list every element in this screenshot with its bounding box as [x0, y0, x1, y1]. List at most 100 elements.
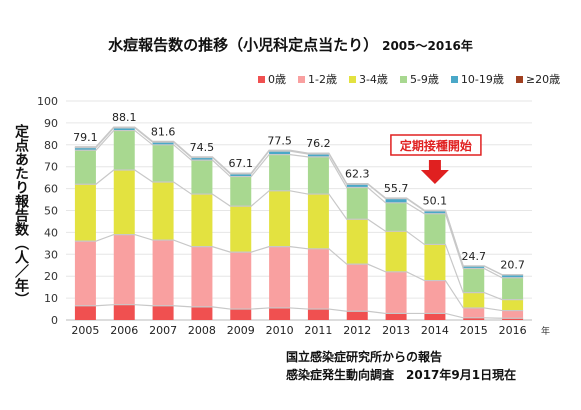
- x-tick-label: 2011: [304, 324, 332, 337]
- series-line: [74, 129, 524, 279]
- bar-segment: [152, 182, 174, 241]
- total-label: 76.2: [306, 137, 331, 150]
- source-line-2: 感染症発生動向調査 2017年9月1日現在: [286, 368, 517, 382]
- legend-label: ≥20歳: [525, 73, 561, 86]
- y-tick-label: 80: [44, 139, 58, 152]
- bar-segment: [191, 194, 213, 247]
- bar-segment: [424, 213, 446, 245]
- bar-segment: [269, 190, 291, 247]
- total-label: 77.5: [267, 134, 292, 147]
- legend-item: 1-2歳: [298, 71, 337, 87]
- bar-segment: [502, 299, 524, 311]
- bar-segment: [346, 187, 368, 220]
- bar-segment: [191, 306, 213, 320]
- chart-title-main: 水痘報告数の推移（小児科定点当たり）: [108, 36, 379, 54]
- bar-segment: [230, 206, 252, 253]
- annotation-box: [390, 134, 482, 156]
- stacked-bar-chart: 0 10 20 30 40 50 60 70 80 90 100 79.1 88.1 81.6 74.5 67…: [37, 95, 550, 337]
- y-tick-label: 10: [44, 292, 58, 305]
- total-label: 67.1: [229, 157, 254, 170]
- series-line: [74, 126, 524, 276]
- annotation-arrow: [420, 160, 449, 184]
- bar-segment: [463, 268, 485, 293]
- legend-label: 1-2歳: [308, 73, 337, 86]
- bar-segment: [346, 311, 368, 320]
- y-tick-label: 60: [44, 183, 58, 196]
- bar-segment: [502, 318, 524, 320]
- legend-label: 3-4歳: [358, 73, 388, 86]
- x-tick-label: 2005: [71, 324, 99, 337]
- chart-title: 水痘報告数の推移（小児科定点当たり） 2005～2016年: [0, 34, 581, 55]
- total-label: 74.5: [190, 141, 215, 154]
- bar-segment: [385, 231, 407, 272]
- x-tick-label: 2016: [499, 324, 527, 337]
- series-line: [74, 169, 524, 301]
- legend-item: ≥20歳: [515, 71, 561, 87]
- bar-segment: [307, 248, 329, 310]
- legend-swatch: [515, 75, 523, 83]
- total-label: 88.1: [112, 111, 137, 124]
- bar-segment: [424, 313, 446, 320]
- x-tick-label: 2013: [382, 324, 410, 337]
- bar-segment: [74, 147, 96, 151]
- source-note: 国立感染症研究所からの報告 感染症発生動向調査 2017年9月1日現在: [286, 348, 516, 384]
- bar-segment: [191, 246, 213, 307]
- bar-segment: [463, 307, 485, 318]
- y-tick-label: 0: [51, 314, 58, 327]
- legend-item: 10-19歳: [450, 71, 504, 87]
- series-line: [74, 233, 524, 312]
- y-tick-label: 100: [37, 95, 58, 108]
- legend-swatch: [348, 75, 356, 83]
- x-tick-label: 2009: [227, 324, 255, 337]
- bar-segment: [502, 310, 524, 319]
- legend-swatch: [450, 75, 458, 83]
- legend-label: 0歳: [268, 73, 286, 86]
- bar-segment: [307, 156, 329, 195]
- total-label: 24.7: [462, 250, 487, 263]
- bar-segment: [74, 241, 96, 306]
- total-label: 79.1: [73, 131, 98, 144]
- x-tick-label: 2008: [188, 324, 216, 337]
- total-label: 55.7: [384, 182, 409, 195]
- bar-segment: [230, 309, 252, 320]
- bar-segment: [269, 151, 291, 155]
- bar-segment: [307, 309, 329, 320]
- bar-segment: [191, 157, 213, 161]
- bar-segment: [424, 244, 446, 281]
- bar-segment: [502, 274, 524, 278]
- bar-segment: [385, 202, 407, 232]
- legend-item: 5-9歳: [399, 71, 439, 87]
- bar-segment: [269, 246, 291, 308]
- bar-segment: [113, 127, 135, 131]
- y-tick-label: 90: [44, 117, 58, 130]
- y-tick-label: 30: [44, 248, 58, 261]
- bar-segment: [346, 219, 368, 265]
- y-tick-label: 20: [44, 270, 58, 283]
- bar-segment: [269, 154, 291, 191]
- bar-segment: [74, 305, 96, 320]
- bar-segment: [385, 198, 407, 203]
- bar-segment: [152, 144, 174, 183]
- bar-segment: [74, 184, 96, 242]
- total-label: 20.7: [500, 259, 525, 272]
- total-label: 50.1: [423, 194, 448, 207]
- total-label: 62.3: [345, 168, 370, 181]
- bar-segment: [424, 210, 446, 214]
- bar-segment: [424, 280, 446, 314]
- bar-segment: [152, 240, 174, 306]
- bar-segment: [346, 264, 368, 312]
- total-label: 81.6: [151, 125, 176, 138]
- bar-segment: [269, 307, 291, 320]
- legend-swatch: [298, 75, 305, 83]
- x-tick-label: 2012: [343, 324, 371, 337]
- y-tick-label: 40: [44, 226, 58, 239]
- chart-title-range: 2005～2016年: [382, 39, 473, 53]
- legend-swatch: [399, 75, 407, 83]
- bar-segment: [113, 169, 135, 235]
- bar-segment: [385, 271, 407, 314]
- bar-segment: [113, 130, 135, 170]
- bar-segment: [463, 266, 485, 269]
- y-tick-label: 50: [44, 205, 58, 218]
- x-axis-label: 年: [541, 325, 550, 337]
- bar-segment: [463, 292, 485, 308]
